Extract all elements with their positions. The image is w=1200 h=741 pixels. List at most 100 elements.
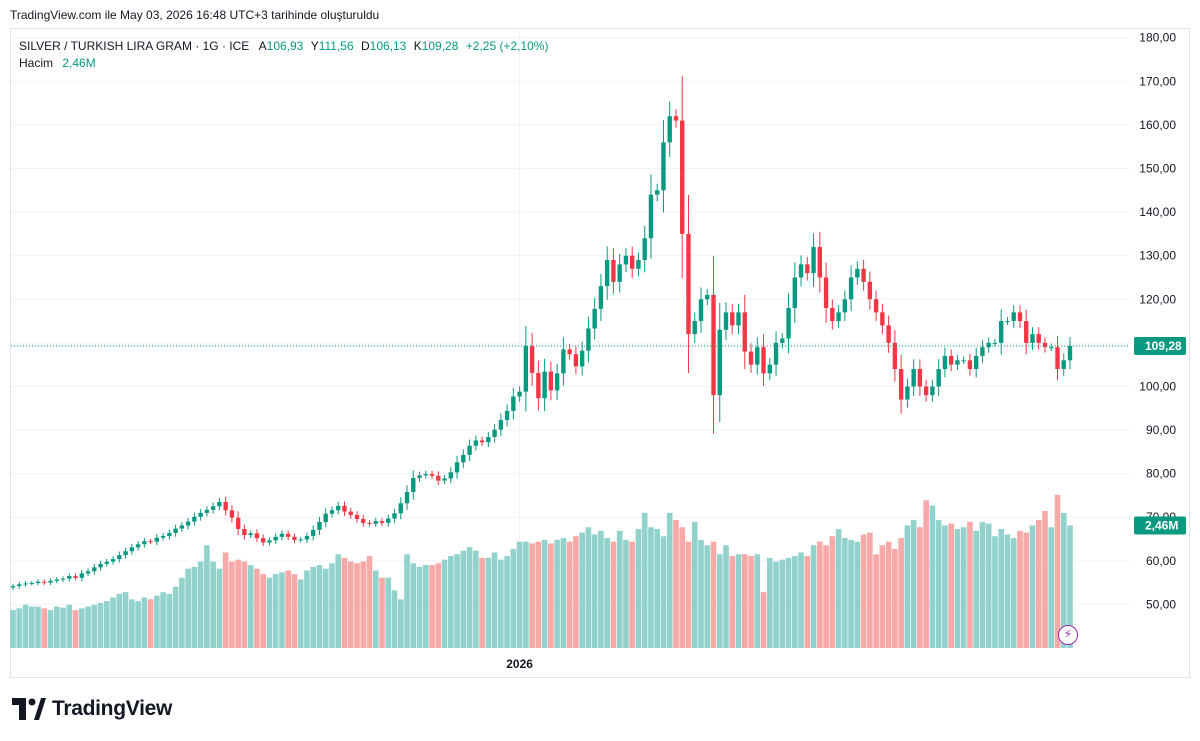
volume-bar [754,554,761,648]
candle-body [267,540,272,543]
volume-bar [917,527,923,648]
volume-bar [554,539,560,648]
volume-bar [660,536,667,648]
price-tick-label: 60,00 [1146,554,1176,568]
volume-bar [579,532,585,648]
candle [617,253,622,293]
change-value: +2,25 (+2,10%) [465,39,549,53]
volume-bars [10,494,1073,648]
candle [492,423,497,443]
candle [279,530,285,541]
candle-body [336,505,341,511]
candle-body [254,533,260,539]
volume-bar [166,593,173,648]
candle [830,299,835,330]
volume-bar [85,606,91,648]
candle-body [98,563,103,568]
candle [773,331,779,377]
candle [961,356,966,364]
candle-body [123,551,128,556]
candle-body [892,342,898,370]
volume-bar [10,610,16,648]
candle [999,309,1004,355]
volume-bar [785,557,792,648]
candle-body [886,325,891,343]
candle [992,339,998,347]
candle-body [48,580,53,583]
volume-bar [1060,512,1067,648]
candle [898,354,904,414]
candle [398,497,403,520]
volume-bar [1010,538,1017,648]
candle-body [423,474,428,476]
candle [367,520,372,527]
candle-body [192,516,197,522]
candle-body [698,299,704,322]
volume-bar [573,536,579,648]
volume-bar [272,574,279,648]
candle-body [323,513,328,523]
tradingview-logo[interactable]: TradingView [12,697,172,721]
open-value: 106,93 [266,39,304,53]
candle-body [311,529,316,536]
volume-bar [504,556,510,648]
volume-bar [204,545,210,648]
candle-body [586,328,591,351]
volume-bar [904,525,911,648]
candle-body [235,517,241,529]
candle-body [10,586,16,588]
lightning-icon[interactable]: ⚡ [1058,625,1078,645]
candle-body [792,277,797,308]
volume-bar [598,530,604,648]
volume-bar [885,541,892,648]
candle [1067,337,1073,370]
volume-bar [992,536,998,648]
volume-bar [829,536,836,648]
volume-bar [122,592,129,648]
candle-body [442,478,447,481]
volume-bar [860,534,867,648]
volume-bar [466,547,473,648]
volume-label[interactable]: Hacim [19,56,54,70]
last-volume-label: 2,46M [1134,516,1186,535]
candle [748,343,754,373]
candle [686,194,691,374]
candle [661,120,666,213]
candle-body [830,307,835,322]
volume-bar [441,559,448,648]
candle [586,316,591,363]
candle-body [436,475,441,481]
volume-bar [729,556,736,648]
candle [517,386,522,402]
candle [217,497,222,511]
volume-bar [648,527,654,648]
price-tick-label: 180,00 [1139,31,1176,45]
volume-bar [1067,525,1073,648]
close-label: K [413,39,422,53]
candle [336,501,341,515]
volume-bar [510,548,517,648]
volume-bar [60,607,66,648]
candle [154,534,160,546]
volume-bar [22,604,29,648]
candle [692,312,697,343]
candle [805,256,810,281]
price-tick-label: 150,00 [1139,161,1176,175]
candle [179,522,185,533]
candle-body [930,386,935,396]
candle-body [342,505,347,512]
volume-bar [985,523,992,648]
price-tick-label: 140,00 [1139,205,1176,219]
candle-body [85,571,91,574]
candle-body [411,477,416,492]
candle [286,530,291,541]
candle-body [317,522,322,530]
volume-bar [979,521,986,648]
symbol-name[interactable]: SILVER / TURKISH LIRA GRAM · 1G · ICE [19,39,250,53]
volume-bar [254,568,260,648]
candle [792,262,797,324]
candle [173,524,178,537]
candle-body [279,533,285,537]
candle [705,289,710,306]
